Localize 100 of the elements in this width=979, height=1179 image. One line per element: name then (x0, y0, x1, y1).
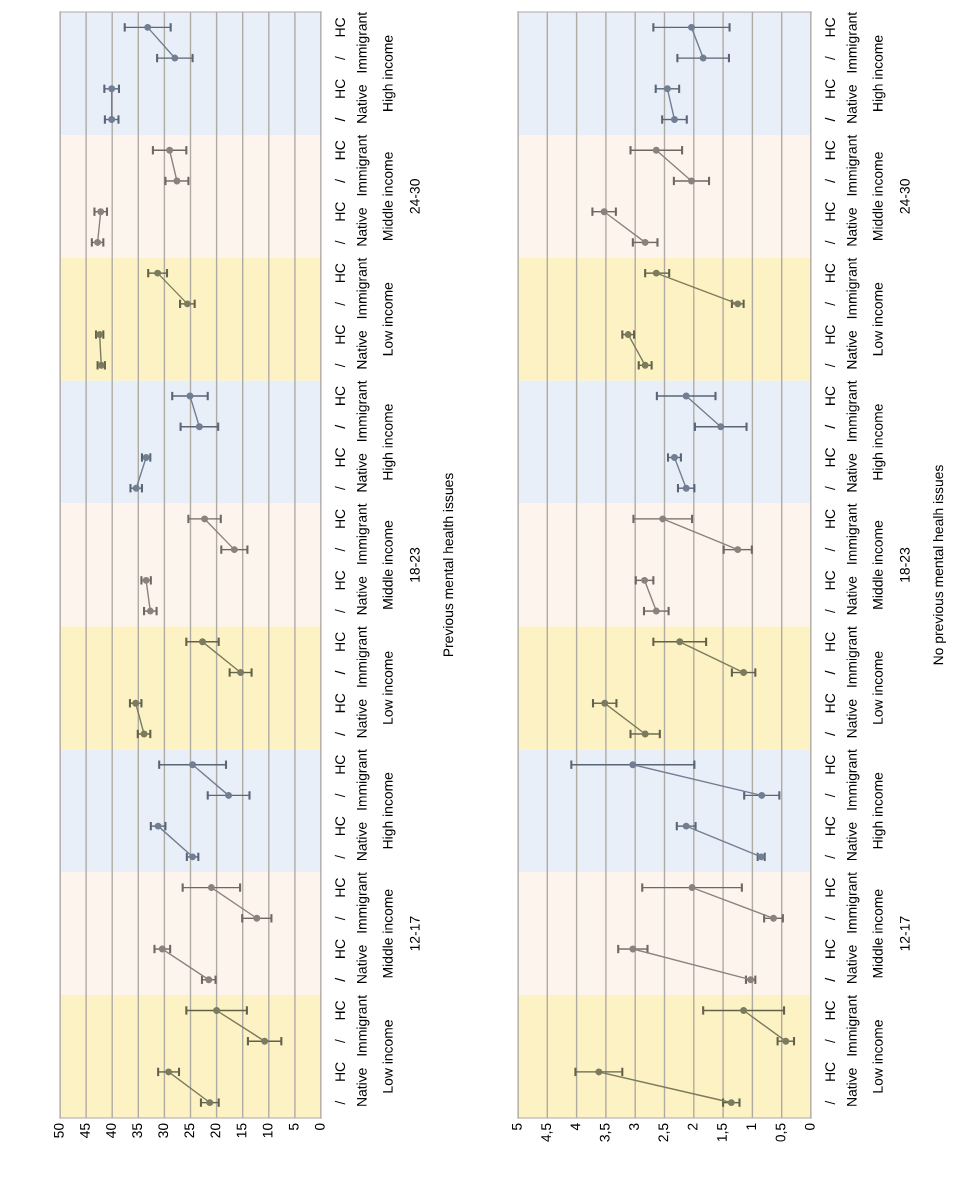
point (699, 54, 707, 62)
point (206, 1099, 214, 1107)
x-tick-label: 30 (158, 1123, 169, 1138)
text: High income (382, 772, 396, 849)
text: Immigrant (356, 11, 370, 73)
x-tick-label: 4 (570, 1123, 581, 1131)
text: Immigrant (846, 134, 860, 196)
point (189, 761, 197, 769)
y-tick-label: HC (825, 17, 836, 37)
point (154, 822, 162, 830)
y-tick-label: / (334, 1100, 346, 1105)
text: 18-23 (899, 547, 910, 582)
y-tick-label: / (334, 486, 346, 491)
point (173, 177, 181, 185)
point (629, 945, 637, 953)
y-tick-label: / (334, 363, 346, 368)
point (682, 484, 690, 492)
y-tick-label: HC (825, 202, 836, 221)
y-tick-label: / (824, 1100, 836, 1105)
point (230, 546, 238, 554)
text: High income (382, 35, 396, 111)
point (171, 54, 179, 62)
y-tick-label: HC (825, 263, 836, 283)
point (659, 515, 667, 523)
y-tick-label: / (334, 56, 346, 61)
text: Immigrant (846, 626, 860, 687)
y-tick-label: HC (825, 755, 836, 774)
point (782, 1037, 790, 1045)
x-tick-label: 10 (262, 1123, 273, 1138)
y-tick-label: / (824, 732, 836, 736)
x-tick-label: 0 (314, 1123, 325, 1131)
point (261, 1037, 269, 1045)
y-tick-label: HC (825, 939, 836, 958)
text: Immigrant (846, 749, 860, 810)
y-tick-label: HC (335, 1062, 346, 1081)
text: Immigrant (356, 503, 370, 564)
y-tick-label: HC (825, 1062, 836, 1081)
text: Middle income (872, 152, 883, 240)
y-tick-label: HC (335, 386, 346, 405)
text: Native (356, 576, 367, 615)
point (770, 914, 777, 922)
point (595, 1068, 603, 1076)
text: Immigrant (356, 380, 370, 441)
text: Native (356, 822, 367, 861)
point (740, 669, 748, 677)
y-axis-title: No previous mental healh issues (933, 465, 946, 665)
point (237, 669, 245, 677)
y-tick-label: / (334, 301, 346, 306)
point (670, 453, 678, 461)
text: Native (846, 699, 857, 738)
text: Immigrant (846, 257, 860, 319)
y-tick-label: HC (825, 386, 836, 405)
y-tick-label: HC (825, 140, 836, 160)
point (758, 791, 766, 799)
text: Immigrant (356, 749, 370, 810)
y-tick-label: / (824, 977, 836, 982)
y-tick-label: / (824, 1039, 836, 1044)
x-tick-label: 0 (804, 1123, 815, 1131)
text: Native (356, 1068, 367, 1106)
point (158, 945, 166, 953)
text: Low income (382, 651, 393, 724)
text: Immigrant (846, 995, 860, 1056)
y-tick-label: HC (335, 878, 346, 897)
y-tick-label: / (824, 854, 836, 859)
y-tick-label: / (824, 609, 836, 614)
y-tick-label: HC (825, 325, 836, 344)
point (670, 116, 678, 124)
point (641, 238, 649, 246)
point (146, 607, 154, 615)
text: Immigrant (356, 626, 370, 687)
y-tick-label: HC (335, 447, 346, 467)
y-tick-label: HC (335, 263, 346, 283)
y-tick-label: / (824, 670, 836, 675)
y-axis-title: Previous mental health issues (443, 473, 454, 657)
text: Low income (382, 1020, 393, 1093)
y-tick-label: HC (335, 17, 346, 37)
point (629, 761, 637, 769)
point (166, 146, 174, 154)
x-tick-label: 0,5 (775, 1123, 788, 1142)
point (97, 208, 105, 216)
text: 12-17 (409, 916, 420, 951)
point (108, 85, 116, 93)
text: Immigrant (356, 257, 370, 319)
y-tick-label: / (824, 301, 836, 306)
text: Immigrant (356, 995, 370, 1056)
x-tick-label: 20 (210, 1123, 221, 1138)
y-tick-label: HC (335, 325, 346, 344)
point (154, 269, 162, 277)
y-tick-label: / (824, 117, 836, 122)
point (205, 976, 213, 984)
point (687, 23, 695, 31)
x-tick-label: 35 (132, 1123, 143, 1138)
y-tick-label: HC (825, 632, 836, 651)
y-tick-label: HC (825, 447, 836, 467)
y-tick-label: / (334, 117, 346, 122)
point (201, 515, 209, 523)
point (225, 791, 233, 799)
text: Native (846, 576, 857, 615)
text: Native (846, 330, 857, 369)
text: High income (872, 404, 886, 480)
